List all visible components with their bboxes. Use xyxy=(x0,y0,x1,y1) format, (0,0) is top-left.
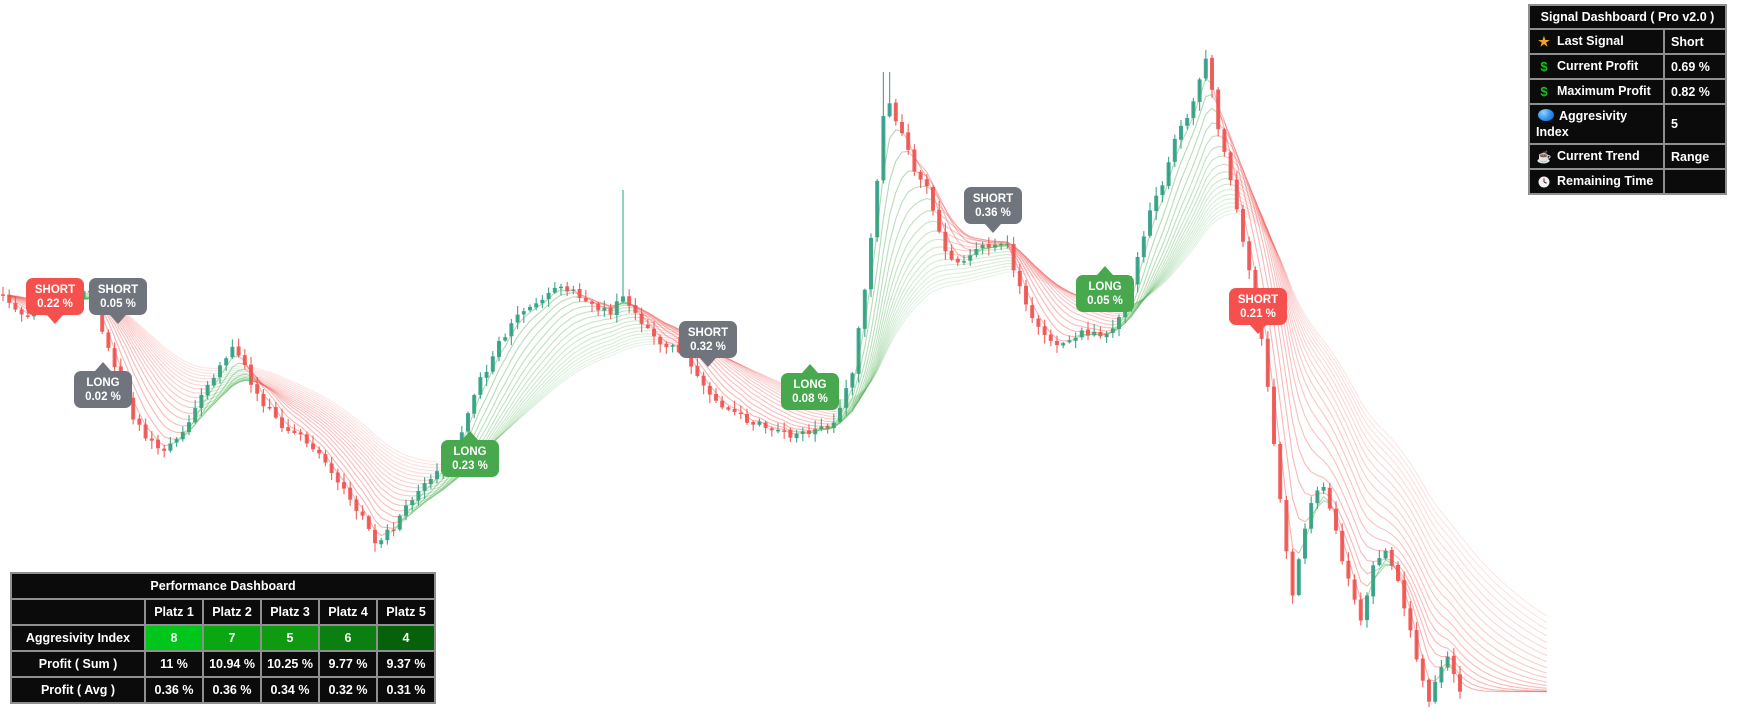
row-label: Profit ( Avg ) xyxy=(10,676,146,704)
signal-profit: 0.21 % xyxy=(1240,308,1276,321)
row-label: Aggresivity Index xyxy=(1536,109,1628,139)
signal-profit: 0.36 % xyxy=(975,207,1011,220)
row-label: Last Signal xyxy=(1557,34,1624,48)
signal-label-long: LONG 0.08 % xyxy=(781,364,839,411)
value-cell: 0.31 % xyxy=(376,676,436,704)
row-label: Profit ( Sum ) xyxy=(10,650,146,678)
table-row: $ Maximum Profit 0.82 % xyxy=(1528,78,1727,105)
star-icon: ★ xyxy=(1538,34,1550,49)
signal-direction: SHORT xyxy=(97,284,139,296)
signal-direction: LONG xyxy=(793,379,827,391)
signal-dashboard-title: Signal Dashboard ( Pro v2.0 ) xyxy=(1528,4,1727,30)
row-value: 5 xyxy=(1663,103,1727,145)
coffee-cup-icon: ☕ xyxy=(1536,150,1552,164)
signal-label-long: LONG 0.05 % xyxy=(1076,266,1134,313)
dollar-icon: $ xyxy=(1540,59,1548,74)
value-cell: 0.34 % xyxy=(260,676,320,704)
value-cell: 9.77 % xyxy=(318,650,378,678)
row-label: Remaining Time xyxy=(1557,174,1654,188)
column-header: Platz 4 xyxy=(318,598,378,626)
signal-profit: 0.32 % xyxy=(690,341,726,354)
signal-profit: 0.05 % xyxy=(1087,295,1123,308)
value-cell: 0.32 % xyxy=(318,676,378,704)
table-row: Signal Dashboard ( Pro v2.0 ) xyxy=(1528,4,1727,30)
row-value: 0.82 % xyxy=(1663,78,1727,105)
signal-label-long: LONG 0.23 % xyxy=(441,431,499,478)
table-row: Profit ( Avg ) 0.36 % 0.36 % 0.34 % 0.32 % 0.… xyxy=(10,676,436,704)
signal-profit: 0.23 % xyxy=(452,460,488,473)
candles-group xyxy=(1,50,1462,707)
row-value xyxy=(1663,168,1727,195)
table-row: Performance Dashboard xyxy=(10,572,436,600)
table-row: Aggresivity Index 8 7 5 6 4 xyxy=(10,624,436,652)
value-cell: 4 xyxy=(376,624,436,652)
signal-direction: SHORT xyxy=(972,193,1014,205)
signal-direction: SHORT xyxy=(1237,294,1279,306)
value-cell: 0.36 % xyxy=(144,676,204,704)
dollar-icon: $ xyxy=(1540,84,1548,99)
value-cell: 5 xyxy=(260,624,320,652)
signal-label-short: SHORT 0.21 % xyxy=(1229,288,1287,334)
signal-dashboard: Signal Dashboard ( Pro v2.0 ) ★ Last Sign… xyxy=(1528,4,1727,195)
signal-direction: SHORT xyxy=(34,284,76,296)
signal-direction: SHORT xyxy=(687,327,729,339)
signal-direction: LONG xyxy=(453,446,487,458)
orb-icon xyxy=(1538,109,1554,121)
row-label: Aggresivity Index xyxy=(10,624,146,652)
performance-dashboard-title: Performance Dashboard xyxy=(10,572,436,600)
table-row: ☕ Current Trend Range xyxy=(1528,143,1727,170)
row-label: Current Trend xyxy=(1557,149,1640,163)
value-cell: 0.36 % xyxy=(202,676,262,704)
table-row: $ Current Profit 0.69 % xyxy=(1528,53,1727,80)
table-row: Profit ( Sum ) 11 % 10.94 % 10.25 % 9.77 % 9.… xyxy=(10,650,436,678)
column-header: Platz 3 xyxy=(260,598,320,626)
table-header-row: Platz 1 Platz 2 Platz 3 Platz 4 Platz 5 xyxy=(10,598,436,626)
table-row: Aggresivity Index 5 xyxy=(1528,103,1727,145)
value-cell: 10.94 % xyxy=(202,650,262,678)
signal-label-long: LONG 0.02 % xyxy=(74,362,132,409)
corner-cell xyxy=(10,598,146,626)
value-cell: 6 xyxy=(318,624,378,652)
table-row: Remaining Time xyxy=(1528,168,1727,195)
performance-dashboard: Performance Dashboard Platz 1 Platz 2 Platz… xyxy=(10,572,436,704)
signal-profit: 0.02 % xyxy=(85,391,121,404)
value-cell: 8 xyxy=(144,624,204,652)
value-cell: 9.37 % xyxy=(376,650,436,678)
table-row: ★ Last Signal Short xyxy=(1528,28,1727,55)
signal-label-short: SHORT 0.05 % xyxy=(89,278,147,324)
signal-label-short: SHORT 0.36 % xyxy=(964,187,1022,233)
value-cell: 11 % xyxy=(144,650,204,678)
row-value: 0.69 % xyxy=(1663,53,1727,80)
signal-profit: 0.22 % xyxy=(37,298,73,311)
column-header: Platz 2 xyxy=(202,598,262,626)
column-header: Platz 5 xyxy=(376,598,436,626)
value-cell: 10.25 % xyxy=(260,650,320,678)
clock-icon xyxy=(1536,174,1552,190)
signal-direction: LONG xyxy=(86,377,120,389)
signal-direction: LONG xyxy=(1088,281,1122,293)
signal-label-short: SHORT 0.32 % xyxy=(679,321,737,367)
column-header: Platz 1 xyxy=(144,598,204,626)
row-label: Maximum Profit xyxy=(1557,84,1651,98)
signal-label-short: SHORT 0.22 % xyxy=(26,278,84,324)
row-value: Short xyxy=(1663,28,1727,55)
value-cell: 7 xyxy=(202,624,262,652)
row-label: Current Profit xyxy=(1557,59,1639,73)
signal-profit: 0.05 % xyxy=(100,298,136,311)
signal-profit: 0.08 % xyxy=(792,393,828,406)
row-value: Range xyxy=(1663,143,1727,170)
